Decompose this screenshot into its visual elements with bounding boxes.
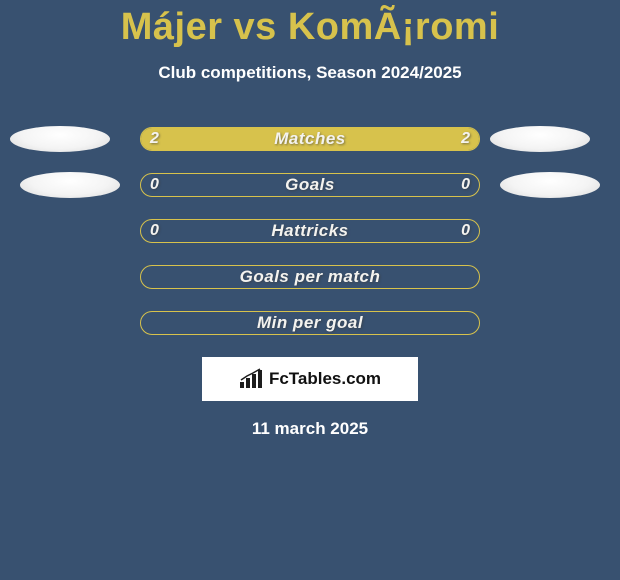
stat-row: Hattricks 0 0 [0, 219, 620, 245]
subtitle: Club competitions, Season 2024/2025 [0, 63, 620, 83]
stat-rows: Matches 2 2 Goals 0 0 Hattricks 0 [0, 127, 620, 337]
stat-value-right: 0 [461, 219, 470, 243]
stat-row: Goals per match [0, 265, 620, 291]
stat-label: Hattricks [141, 220, 479, 242]
stat-bar: Matches [140, 127, 480, 151]
stat-value-left: 0 [150, 173, 159, 197]
stat-bar: Goals per match [140, 265, 480, 289]
stat-row: Goals 0 0 [0, 173, 620, 199]
right-player-marker [490, 126, 590, 152]
stat-row: Min per goal [0, 311, 620, 337]
stat-bar: Min per goal [140, 311, 480, 335]
stat-label: Goals [141, 174, 479, 196]
left-player-marker [10, 126, 110, 152]
stat-bar: Goals [140, 173, 480, 197]
stat-value-left: 2 [150, 127, 159, 151]
bar-chart-icon [239, 368, 263, 390]
logo: FcTables.com [239, 368, 381, 390]
stat-label: Goals per match [141, 266, 479, 288]
right-player-marker [500, 172, 600, 198]
stat-label: Matches [141, 128, 479, 150]
stat-value-right: 2 [461, 127, 470, 151]
page-title: Májer vs KomÃ¡romi [0, 0, 620, 49]
date-label: 11 march 2025 [0, 419, 620, 439]
stat-bar: Hattricks [140, 219, 480, 243]
stat-value-left: 0 [150, 219, 159, 243]
logo-box: FcTables.com [202, 357, 418, 401]
stat-label: Min per goal [141, 312, 479, 334]
comparison-card: Májer vs KomÃ¡romi Club competitions, Se… [0, 0, 620, 580]
left-player-marker [20, 172, 120, 198]
logo-text: FcTables.com [269, 369, 381, 389]
stat-value-right: 0 [461, 173, 470, 197]
stat-row: Matches 2 2 [0, 127, 620, 153]
